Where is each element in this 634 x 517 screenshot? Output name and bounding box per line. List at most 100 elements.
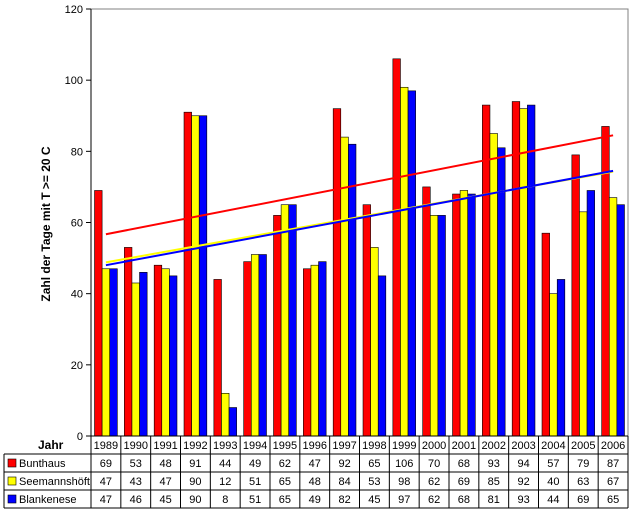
bar-blankenese-1991 [169, 275, 178, 437]
bar-bunthaus-2005 [571, 154, 580, 437]
bar-blankenese-2000 [437, 215, 446, 437]
data-label: 92 [338, 458, 350, 470]
data-label: 65 [368, 458, 380, 470]
bar-bunthaus-1999 [392, 58, 401, 437]
bar-seemannshft-1995 [280, 204, 290, 437]
legend-swatch [7, 458, 17, 468]
x-tick-label: 1991 [153, 440, 177, 452]
x-tick-label: 1993 [213, 440, 237, 452]
data-label: 62 [279, 458, 291, 470]
data-label: 91 [189, 458, 201, 470]
data-label: 94 [517, 458, 529, 470]
x-tick-label: 2000 [422, 440, 446, 452]
bar-bunthaus-1989 [94, 190, 103, 437]
data-label: 68 [458, 458, 470, 470]
x-tick-label: 1999 [392, 440, 416, 452]
data-label: 79 [577, 458, 589, 470]
x-tick-label: 1995 [273, 440, 297, 452]
data-label: 51 [249, 476, 261, 488]
bar-seemannshft-1989 [101, 268, 111, 437]
y-tick-label: 60 [71, 218, 83, 230]
data-label: 53 [130, 458, 142, 470]
x-tick-label: 2002 [482, 440, 506, 452]
bar-bunthaus-2002 [482, 104, 491, 437]
data-label: 49 [309, 494, 321, 506]
bar-blankenese-1997 [348, 143, 357, 437]
data-label: 47 [100, 476, 112, 488]
data-label: 46 [130, 494, 142, 506]
data-label: 63 [577, 476, 589, 488]
data-label: 44 [219, 458, 231, 470]
bar-blankenese-2004 [556, 279, 566, 437]
data-label: 12 [219, 476, 231, 488]
data-label: 45 [159, 494, 171, 506]
x-tick-label: 2003 [511, 440, 535, 452]
x-tick-label: 1994 [243, 440, 267, 452]
data-label: 93 [488, 458, 500, 470]
data-label: 65 [607, 494, 619, 506]
bar-blankenese-1999 [407, 90, 416, 437]
bar-seemannshft-1993 [221, 392, 230, 437]
trendline-blankenese [105, 169, 614, 267]
data-label: 47 [159, 476, 171, 488]
bar-seemannshft-2003 [519, 108, 528, 437]
data-label: 81 [488, 494, 500, 506]
data-label: 106 [395, 458, 413, 470]
data-label: 51 [249, 494, 261, 506]
bar-bunthaus-2004 [541, 232, 550, 437]
bar-bunthaus-2000 [422, 186, 431, 437]
bar-seemannshft-2002 [489, 133, 498, 437]
bar-bunthaus-1991 [153, 264, 163, 437]
legend-swatch [7, 476, 17, 486]
data-table: 1989 1990 1991 1992 1993 1994 1995 1996 1997 1998… [3, 436, 629, 509]
legend-label: Seemannshöft [19, 476, 90, 488]
data-label: 48 [159, 458, 171, 470]
data-label: 85 [488, 476, 500, 488]
bar-seemannshft-1997 [340, 136, 349, 437]
x-tick-label: 1989 [94, 440, 118, 452]
bar-seemannshft-1999 [400, 86, 409, 437]
legend-label: Blankenese [19, 494, 77, 506]
data-label: 53 [368, 476, 380, 488]
x-tick-label: 1992 [183, 440, 207, 452]
data-label: 92 [517, 476, 529, 488]
bar-seemannshft-2004 [549, 293, 558, 437]
data-label: 69 [577, 494, 589, 506]
data-label: 65 [279, 494, 291, 506]
data-label: 49 [249, 458, 261, 470]
bar-blankenese-1995 [288, 204, 297, 437]
y-axis-label: Zahl der Tage mit T >= 20 C [39, 146, 53, 301]
x-tick-label: 1998 [362, 440, 386, 452]
x-tick-label: 2006 [601, 440, 625, 452]
data-label: 62 [428, 494, 440, 506]
x-tick-label: 2005 [571, 440, 595, 452]
y-tick-label: 100 [65, 75, 83, 87]
data-label: 48 [309, 476, 321, 488]
data-label: 47 [100, 494, 112, 506]
bar-bunthaus-1994 [243, 261, 252, 437]
bar-bunthaus-1997 [332, 108, 342, 437]
bar-bunthaus-1998 [362, 204, 371, 437]
bar-seemannshft-1992 [191, 115, 200, 437]
data-label: 87 [607, 458, 619, 470]
bar-blankenese-1998 [377, 275, 387, 437]
data-label: 69 [100, 458, 112, 470]
bar-blankenese-1993 [228, 407, 237, 437]
bar-blankenese-2006 [616, 204, 625, 437]
bar-blankenese-2005 [586, 190, 595, 437]
data-label: 40 [547, 476, 559, 488]
x-axis-label: Jahr [38, 438, 64, 452]
bar-seemannshft-2005 [579, 211, 588, 437]
data-label: 43 [130, 476, 142, 488]
bar-seemannshft-2006 [608, 197, 618, 437]
data-label: 65 [279, 476, 291, 488]
bar-bunthaus-1996 [303, 268, 312, 437]
data-label: 82 [338, 494, 350, 506]
bar-seemannshft-1991 [161, 268, 170, 437]
bar-blankenese-1990 [139, 272, 148, 437]
bar-blankenese-1992 [198, 115, 208, 437]
bar-bunthaus-1992 [183, 111, 192, 437]
y-tick-label: 80 [71, 146, 83, 158]
y-tick-label: 40 [71, 289, 83, 301]
data-label: 93 [517, 494, 529, 506]
